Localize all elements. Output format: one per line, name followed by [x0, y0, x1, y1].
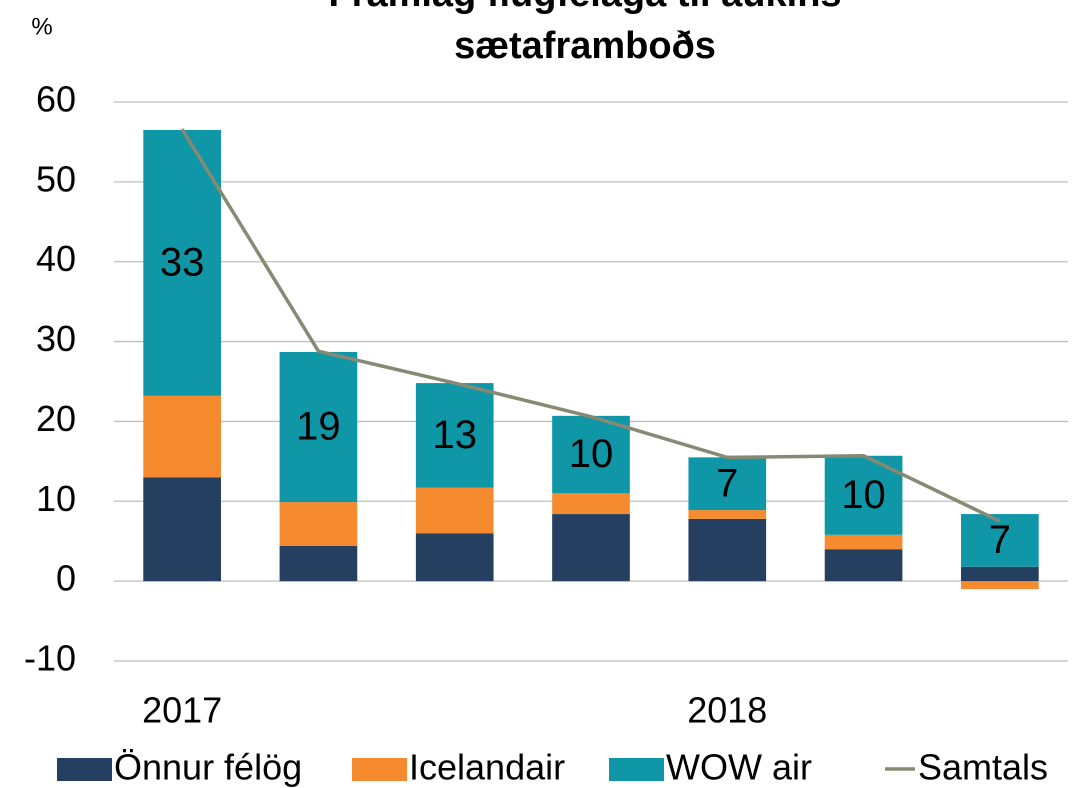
bar-segment	[688, 510, 767, 519]
x-tick-label: 2018	[687, 690, 767, 731]
bar-segment	[961, 581, 1039, 590]
bar-segment	[279, 502, 358, 547]
y-tick-label: 20	[36, 398, 76, 439]
bar-segment	[688, 457, 767, 511]
y-tick-label: -10	[24, 638, 76, 679]
bar-segment	[143, 477, 221, 582]
bar-segment	[279, 546, 358, 582]
data-label: 19	[296, 405, 341, 449]
bar-segment	[552, 415, 630, 494]
bar-segment	[688, 518, 767, 582]
legend-label: Önnur félög	[114, 747, 302, 788]
y-tick-label: 60	[36, 79, 76, 120]
y-axis-label: %	[31, 13, 52, 40]
legend-swatch	[352, 758, 407, 781]
bar-segment	[552, 514, 630, 582]
x-tick-label: 2017	[142, 690, 222, 731]
bar-segment	[824, 549, 903, 582]
bar-segment	[415, 383, 494, 488]
y-tick-label: 50	[36, 158, 76, 199]
legend-label: Icelandair	[409, 747, 565, 788]
bar-segment	[552, 493, 630, 515]
legend-label: Samtals	[918, 747, 1048, 788]
y-tick-label: 0	[56, 558, 76, 599]
y-tick-label: 10	[36, 478, 76, 519]
bar-segment	[415, 487, 494, 534]
data-label: 7	[716, 461, 738, 505]
legend-swatch	[609, 758, 664, 781]
legend-label: WOW air	[666, 747, 812, 788]
bar-segment	[279, 351, 358, 503]
chart-title: Framlag flugfélaga til aukinssætaframboð…	[328, 0, 841, 67]
y-tick-label: 30	[36, 318, 76, 359]
data-label: 10	[569, 432, 614, 476]
line-series	[180, 128, 1001, 523]
data-label: 13	[432, 413, 477, 457]
bar-segment	[824, 534, 903, 550]
bar-segment	[415, 533, 494, 582]
data-label: 7	[989, 518, 1011, 562]
bar-segment	[143, 395, 221, 478]
bar-segment	[961, 566, 1039, 582]
legend-swatch	[57, 758, 112, 781]
y-tick-label: 40	[36, 238, 76, 279]
data-label: 33	[160, 240, 205, 284]
bar-segment	[961, 514, 1039, 567]
data-label: 10	[841, 473, 886, 517]
